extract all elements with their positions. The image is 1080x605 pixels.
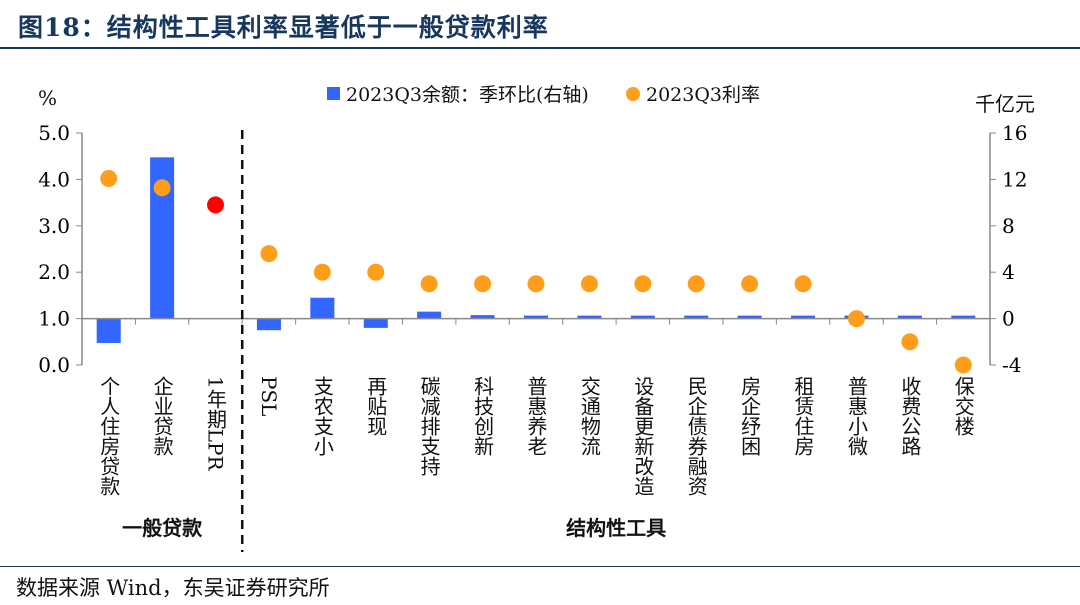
category-label: 交通物流 (577, 376, 602, 456)
rate-dot (687, 275, 705, 293)
category-label: 租赁住房 (791, 376, 816, 456)
right-tick-label: -4 (1002, 353, 1021, 377)
rate-dot (847, 310, 865, 328)
rate-dot (260, 245, 278, 263)
left-tick-label: 4.0 (38, 167, 70, 191)
category-label: 科技创新 (470, 376, 495, 456)
category-label: 设备更新改造 (630, 376, 655, 496)
rate-dot (420, 275, 438, 293)
legend-label-bar: 2023Q3余额：季环比(右轴) (346, 84, 589, 106)
rate-dot (901, 333, 919, 351)
category-label: 普惠养老 (524, 376, 548, 456)
legend-swatch-dot (626, 86, 640, 101)
category-label: 再贴现 (363, 376, 388, 436)
right-tick-label: 16 (1002, 121, 1027, 145)
right-tick-label: 0 (1002, 307, 1015, 331)
right-tick-label: 4 (1002, 260, 1015, 284)
bar (897, 315, 922, 319)
right-tick-label: 8 (1002, 214, 1015, 238)
bar (630, 315, 655, 319)
group-label: 结构性工具 (566, 516, 667, 540)
rate-dot (634, 275, 652, 293)
bar (310, 297, 335, 319)
right-tick-label: 12 (1002, 167, 1027, 191)
category-label: 企业贷款 (150, 376, 175, 456)
rate-dot (741, 275, 759, 293)
category-label: 支农支小 (310, 376, 335, 456)
rate-dot (474, 275, 492, 293)
bar (951, 315, 976, 319)
left-tick-label: 1.0 (38, 307, 70, 331)
left-tick-label: 3.0 (38, 214, 70, 238)
bar (256, 318, 281, 331)
rate-dot (527, 275, 545, 293)
legend-label-dot: 2023Q3利率 (646, 84, 761, 106)
rate-dot (794, 275, 812, 293)
title-divider (0, 47, 1080, 49)
category-label: 个人住房贷款 (96, 376, 121, 496)
rate-dot (207, 196, 225, 214)
bar (363, 318, 388, 328)
bar (791, 315, 816, 319)
rate-dot (367, 263, 385, 281)
rate-dot (954, 356, 972, 374)
left-tick-label: 2.0 (38, 260, 70, 284)
legend-bar: 2023Q3余额：季环比(右轴) (327, 80, 589, 107)
left-axis-unit: % (38, 86, 58, 110)
category-label: 收费公路 (897, 376, 922, 456)
category-label: 碳减排支持 (417, 376, 442, 476)
rate-dot (580, 275, 598, 293)
left-tick-label: 0.0 (38, 353, 70, 377)
legend-dot: 2023Q3利率 (626, 80, 760, 107)
right-axis-unit: 千亿元 (975, 92, 1035, 116)
bar (577, 315, 602, 319)
footer-divider (0, 566, 1080, 567)
bar (417, 311, 442, 319)
category-label: 房企纾困 (737, 376, 762, 456)
left-tick-label: 5.0 (38, 121, 70, 145)
category-label: 保交楼 (951, 376, 976, 436)
bar (523, 315, 549, 319)
category-label: 民企债券融资 (684, 376, 709, 496)
legend-swatch-bar (327, 87, 340, 100)
rate-dot (153, 179, 171, 197)
category-label: 1年期LPR (203, 376, 228, 471)
bar (96, 318, 121, 343)
bar (737, 315, 762, 319)
rate-dot (313, 263, 331, 281)
category-label: 普惠小微 (844, 376, 869, 456)
bar (470, 315, 495, 319)
rate-dot (100, 169, 118, 187)
figure-title: 图18：结构性工具利率显著低于一般贷款利率 (18, 13, 549, 42)
bar (684, 315, 709, 319)
source-note: 数据来源 Wind，东吴证券研究所 (16, 576, 330, 600)
category-label: PSL (256, 376, 281, 417)
group-label: 一般贷款 (122, 516, 203, 540)
